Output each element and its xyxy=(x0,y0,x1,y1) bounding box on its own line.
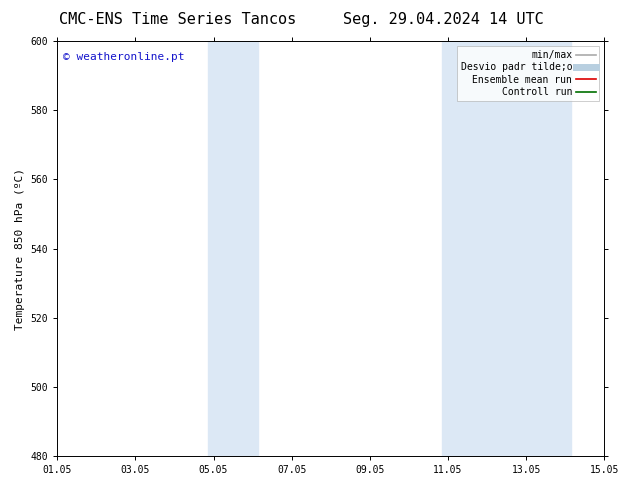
Text: CMC-ENS Time Series Tancos: CMC-ENS Time Series Tancos xyxy=(59,12,296,27)
Bar xyxy=(208,41,259,456)
Text: Seg. 29.04.2024 14 UTC: Seg. 29.04.2024 14 UTC xyxy=(344,12,544,27)
Legend: min/max, Desvio padr tilde;o, Ensemble mean run, Controll run: min/max, Desvio padr tilde;o, Ensemble m… xyxy=(456,46,600,101)
Bar xyxy=(442,41,571,456)
Text: © weatheronline.pt: © weatheronline.pt xyxy=(63,51,184,62)
Y-axis label: Temperature 850 hPa (ºC): Temperature 850 hPa (ºC) xyxy=(15,168,25,330)
